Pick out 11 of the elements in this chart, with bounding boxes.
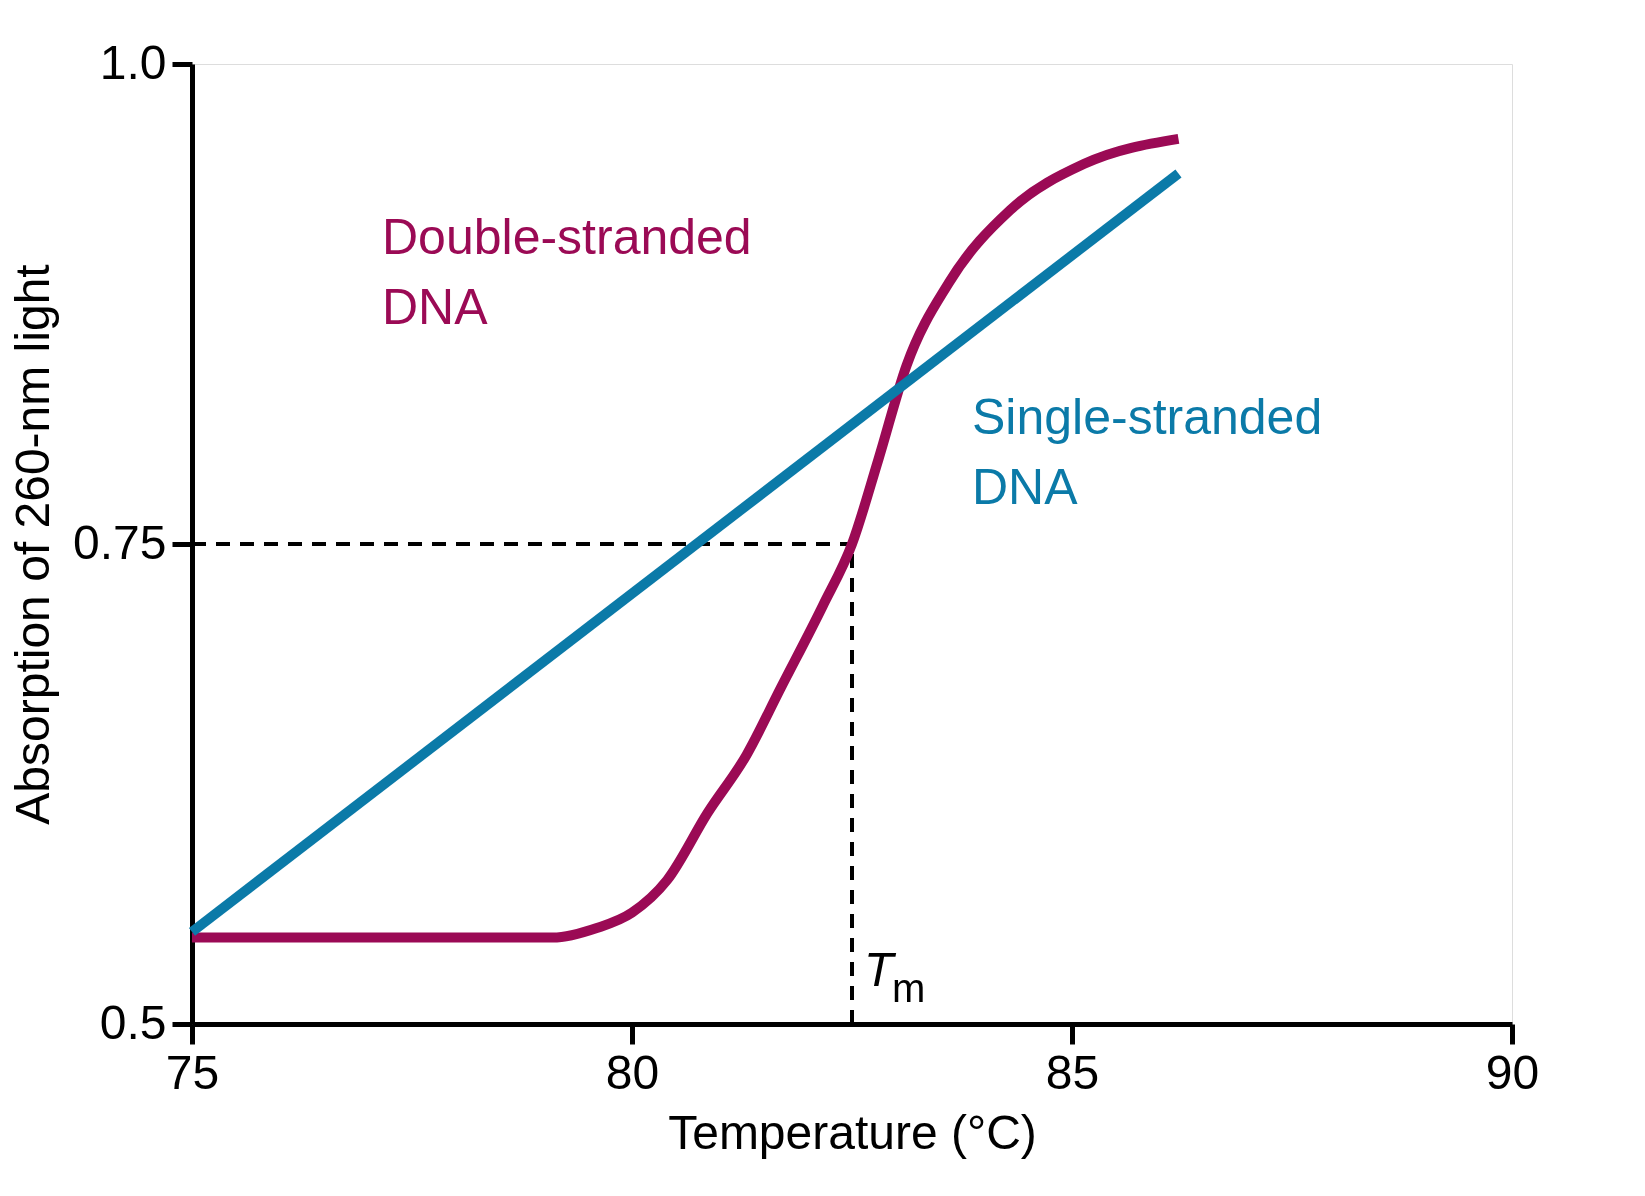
y-tick-label: 0.75 — [73, 515, 167, 569]
y-tick-label: 1.0 — [99, 35, 167, 89]
text: Double-stranded DNA — [382, 209, 752, 335]
x-tick-label: 90 — [1485, 1045, 1540, 1099]
y-tick-label: 0.5 — [99, 995, 167, 1049]
x-tick-label: 80 — [605, 1045, 660, 1099]
series-label: Single-stranded DNA — [972, 389, 1323, 515]
x-tick-label: 85 — [1045, 1045, 1100, 1099]
x-axis-title: Temperature (°C) — [668, 1105, 1037, 1159]
y-axis-title: Absorption of 260-nm light — [6, 264, 60, 825]
x-tick-label: 75 — [165, 1045, 220, 1099]
